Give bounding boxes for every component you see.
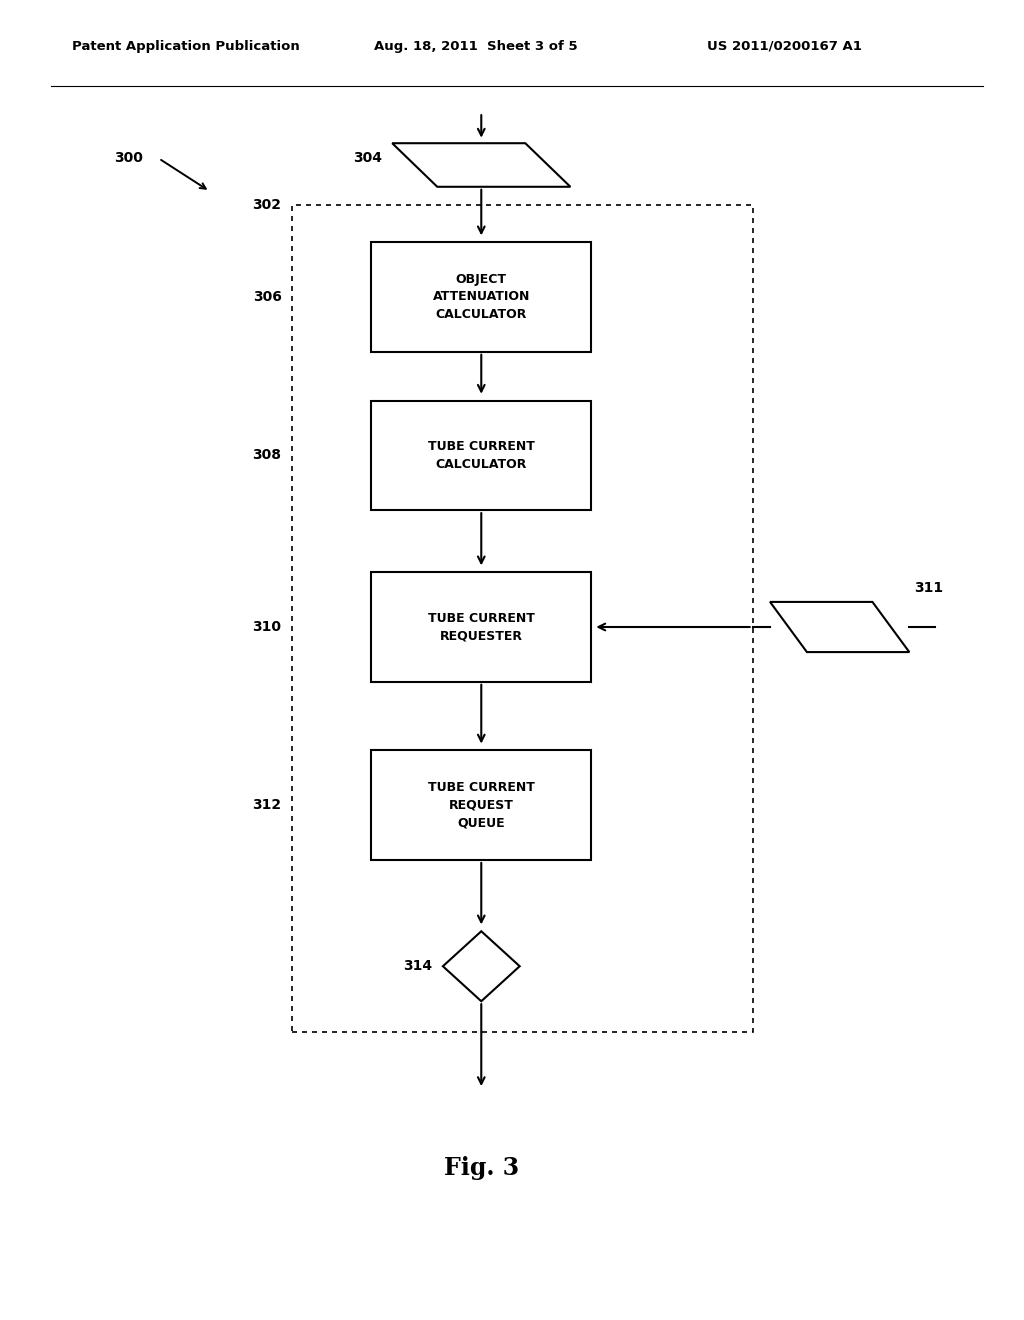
Polygon shape — [392, 144, 570, 186]
Text: 311: 311 — [914, 581, 943, 595]
Bar — [371, 573, 592, 681]
Text: Patent Application Publication: Patent Application Publication — [72, 40, 299, 53]
Text: 302: 302 — [253, 198, 282, 211]
Polygon shape — [770, 602, 909, 652]
Text: TUBE CURRENT
REQUESTER: TUBE CURRENT REQUESTER — [428, 611, 535, 643]
Text: TUBE CURRENT
CALCULATOR: TUBE CURRENT CALCULATOR — [428, 440, 535, 471]
Bar — [371, 750, 592, 861]
Text: 300: 300 — [115, 152, 143, 165]
Text: Fig. 3: Fig. 3 — [443, 1156, 519, 1180]
Text: 314: 314 — [403, 960, 432, 973]
Text: US 2011/0200167 A1: US 2011/0200167 A1 — [707, 40, 861, 53]
Text: 312: 312 — [253, 799, 282, 812]
Text: 304: 304 — [353, 152, 382, 165]
Text: OBJECT
ATTENUATION
CALCULATOR: OBJECT ATTENUATION CALCULATOR — [432, 272, 530, 322]
Text: 306: 306 — [253, 290, 282, 304]
Text: TUBE CURRENT
REQUEST
QUEUE: TUBE CURRENT REQUEST QUEUE — [428, 780, 535, 830]
Text: Aug. 18, 2011  Sheet 3 of 5: Aug. 18, 2011 Sheet 3 of 5 — [374, 40, 578, 53]
Polygon shape — [442, 932, 519, 1001]
Bar — [371, 401, 592, 510]
Bar — [371, 243, 592, 351]
Text: 310: 310 — [253, 620, 282, 634]
Text: 308: 308 — [253, 449, 282, 462]
Bar — [292, 205, 753, 1032]
